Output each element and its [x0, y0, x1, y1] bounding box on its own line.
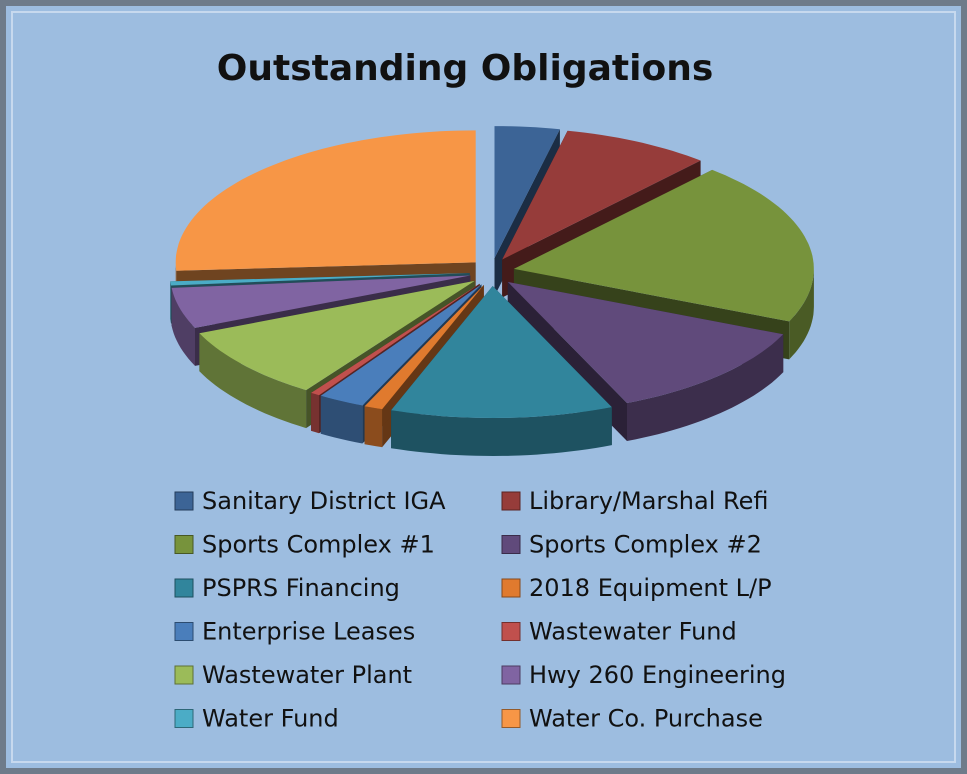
- legend-marker: [174, 535, 194, 554]
- slice-top: [391, 286, 612, 418]
- legend-marker: [501, 535, 521, 554]
- slice-top: [364, 285, 484, 410]
- legend-label: Library/Marshal Refi: [529, 487, 768, 515]
- legend-marker: [174, 665, 194, 685]
- slice-wall: [320, 395, 363, 444]
- slice-wall: [391, 407, 612, 456]
- legend-label: Sports Complex #2: [529, 531, 762, 559]
- chart-inner-border: [11, 11, 956, 763]
- legend: Sanitary District IGA Library/Marshal Ref…: [174, 487, 786, 733]
- legend-marker: [501, 622, 521, 641]
- slice-top: [171, 275, 471, 328]
- legend-label: Sanitary District IGA: [202, 487, 446, 515]
- legend-label: Enterprise Leases: [202, 618, 415, 646]
- legend-marker: [501, 709, 521, 728]
- slice-side: [364, 285, 484, 445]
- slice-top: [502, 130, 701, 260]
- legend-marker: [501, 665, 521, 685]
- chart-title: Outstanding Obligations: [217, 48, 714, 89]
- slice-top: [175, 130, 476, 271]
- slice-top: [170, 273, 470, 286]
- slice-top: [320, 284, 482, 406]
- pie-slice: [391, 286, 612, 456]
- pie: [170, 126, 814, 456]
- legend-marker: [174, 578, 194, 598]
- legend-label: Wastewater Fund: [529, 618, 737, 646]
- legend-marker: [174, 622, 194, 641]
- legend-label: PSPRS Financing: [202, 574, 400, 602]
- slice-wall: [789, 268, 814, 360]
- legend-label: Hwy 260 Engineering: [529, 661, 786, 689]
- legend-label: Water Co. Purchase: [529, 705, 763, 733]
- slice-top: [199, 280, 475, 391]
- slice-wall: [171, 287, 195, 366]
- legend-marker: [174, 491, 194, 511]
- legend-label: 2018 Equipment L/P: [529, 574, 772, 602]
- slice-wall: [311, 392, 319, 434]
- slice-wall: [627, 334, 784, 441]
- slice-top: [507, 281, 784, 403]
- slice-wall: [170, 281, 171, 324]
- slice-wall: [199, 333, 307, 429]
- legend-label: Sports Complex #1: [202, 531, 435, 559]
- slice-wall: [364, 406, 383, 448]
- slice-top: [513, 169, 814, 322]
- legend-marker: [501, 491, 521, 511]
- legend-label: Wastewater Plant: [202, 661, 412, 689]
- slice-top: [494, 126, 560, 259]
- legend-marker: [501, 578, 521, 598]
- legend-marker: [174, 709, 194, 728]
- slice-top: [311, 283, 480, 396]
- legend-label: Water Fund: [202, 705, 339, 733]
